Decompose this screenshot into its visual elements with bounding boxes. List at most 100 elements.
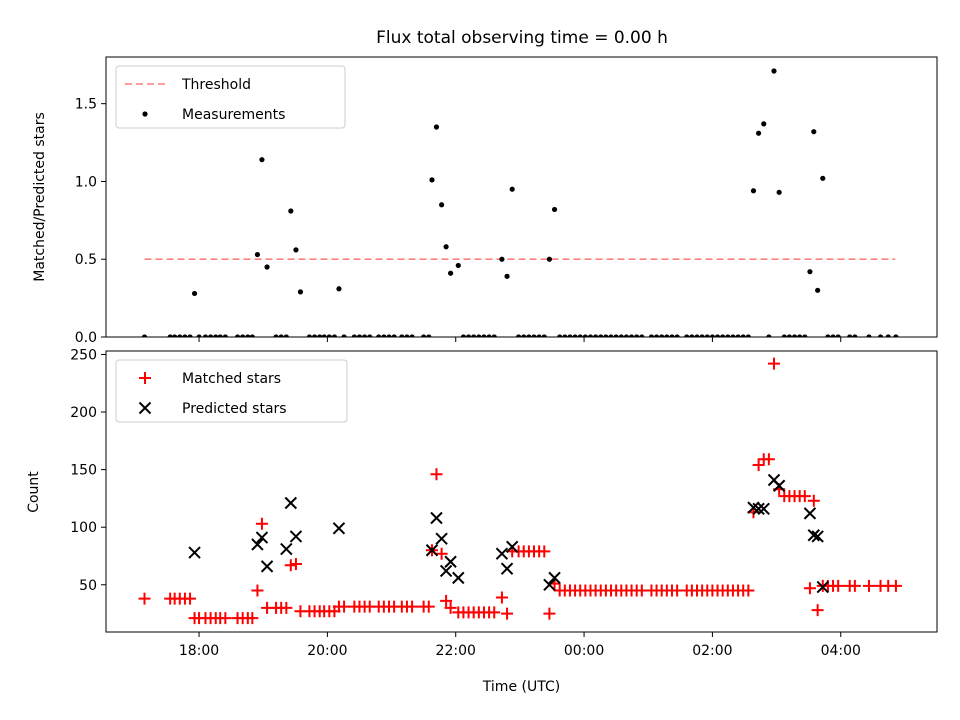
bottom-plus-point <box>538 545 551 558</box>
top-dot-point <box>433 124 440 130</box>
top-dot-point <box>447 270 454 276</box>
bottom-y-axis-label: Count <box>26 471 42 513</box>
bottom-x-point <box>543 578 556 591</box>
bottom-x-tick-label: 18:00 <box>179 643 219 659</box>
top-dot-point <box>866 334 872 337</box>
top-dot-point <box>541 334 547 337</box>
bottom-plus-point <box>406 600 419 613</box>
top-dot-point <box>391 334 397 337</box>
top-dot-point <box>249 334 255 337</box>
top-dot-point <box>766 334 772 337</box>
top-dot-point <box>587 334 594 337</box>
top-dot-point <box>283 334 289 337</box>
top-dot-point <box>608 334 614 337</box>
top-dot-point <box>893 334 899 337</box>
top-dot-point <box>811 129 817 135</box>
top-dot-point <box>797 334 803 337</box>
top-dot-point <box>531 334 537 337</box>
top-dot-point <box>351 334 357 337</box>
top-dot-point <box>781 334 787 337</box>
top-dot-point <box>639 334 645 337</box>
bottom-legend-box <box>115 359 348 423</box>
top-dot-point <box>317 334 323 337</box>
bottom-legend: Matched stars Predicted stars <box>115 359 348 423</box>
bottom-plus-point <box>246 612 259 625</box>
top-dot-point <box>476 334 482 337</box>
top-dot-point <box>521 334 527 337</box>
bottom-x-point <box>500 562 514 575</box>
top-dot-point <box>326 334 332 337</box>
bottom-plus-point <box>495 591 508 604</box>
top-dot-point <box>830 334 836 337</box>
bottom-plus-point <box>811 604 824 617</box>
top-dot-point <box>699 334 705 337</box>
top-dot-point <box>202 334 209 337</box>
bottom-y-tick-label: 200 <box>70 405 97 421</box>
top-dot-point <box>404 334 410 337</box>
top-dot-point <box>499 256 505 262</box>
top-plot: 0.0 0.5 1.0 1.5 Matched/Predicted stars Thres… <box>32 56 938 346</box>
top-dot-point <box>730 334 736 337</box>
bottom-x-point <box>505 540 519 553</box>
top-dot-point <box>182 334 188 337</box>
top-dot-point <box>455 262 461 269</box>
bottom-plus-point <box>752 459 765 472</box>
bottom-x-point <box>816 580 829 594</box>
top-dot-point <box>648 334 655 337</box>
bottom-plus-point <box>284 559 297 572</box>
top-dot-point <box>429 177 435 183</box>
bottom-plus-point <box>768 357 781 370</box>
bottom-x-tick-label: 20:00 <box>307 643 347 659</box>
top-dot-point <box>577 334 583 337</box>
top-dot-point <box>557 334 563 337</box>
bottom-x-point <box>188 546 201 559</box>
bottom-plus-point <box>803 582 816 595</box>
bottom-plus-point <box>501 607 514 620</box>
bottom-x-point <box>444 555 457 568</box>
bottom-plus-point <box>862 579 875 592</box>
top-legend-marker-swatch <box>142 111 148 117</box>
bottom-legend-label: Matched stars <box>182 371 281 387</box>
bottom-y-tick-label: 100 <box>70 520 97 536</box>
top-dot-point <box>321 334 327 337</box>
bottom-y-tick-label: 150 <box>70 463 97 479</box>
bottom-x-axis-label: Time (UTC) <box>482 679 560 695</box>
top-dot-point <box>341 334 347 337</box>
top-dot-point <box>664 334 670 337</box>
bottom-x-tick-label: 04:00 <box>821 643 861 659</box>
top-dot-point <box>567 334 573 337</box>
bottom-legend-marker-swatch <box>139 372 151 384</box>
bottom-plus-point <box>742 584 755 597</box>
top-legend: Threshold Measurements <box>115 65 346 129</box>
top-dot-point <box>486 334 492 337</box>
top-dot-point <box>603 334 609 337</box>
top-dot-point <box>297 289 304 295</box>
top-dot-point <box>756 130 762 136</box>
top-dot-point <box>336 286 342 292</box>
top-dot-point <box>471 334 477 337</box>
top-dot-point <box>704 334 710 337</box>
top-dot-point <box>217 334 223 337</box>
bottom-plot: 18:00 20:00 22:00 00:00 02:00 04:00 50 100 150 20… <box>26 347 938 695</box>
bottom-x-point <box>548 571 561 585</box>
top-dot-point <box>761 121 767 127</box>
top-dot-point <box>409 334 415 337</box>
bottom-x-point <box>251 538 264 551</box>
top-dot-point <box>598 334 604 337</box>
bottom-x-point <box>495 547 509 560</box>
top-dot-point <box>669 334 675 337</box>
bottom-x-point <box>752 502 765 515</box>
top-dot-point <box>167 334 173 337</box>
top-dot-point <box>460 334 467 337</box>
bottom-plus-point <box>138 592 151 605</box>
top-dot-point <box>613 334 619 337</box>
bottom-axes-frame <box>105 350 938 633</box>
top-dot-point <box>273 334 279 337</box>
bottom-x-point <box>452 571 465 585</box>
top-dot-point <box>634 334 640 337</box>
bottom-plus-point <box>280 601 293 614</box>
top-dot-point <box>714 334 721 337</box>
top-dot-point <box>288 208 294 214</box>
top-dot-point <box>234 334 241 337</box>
top-dot-point <box>807 269 813 275</box>
